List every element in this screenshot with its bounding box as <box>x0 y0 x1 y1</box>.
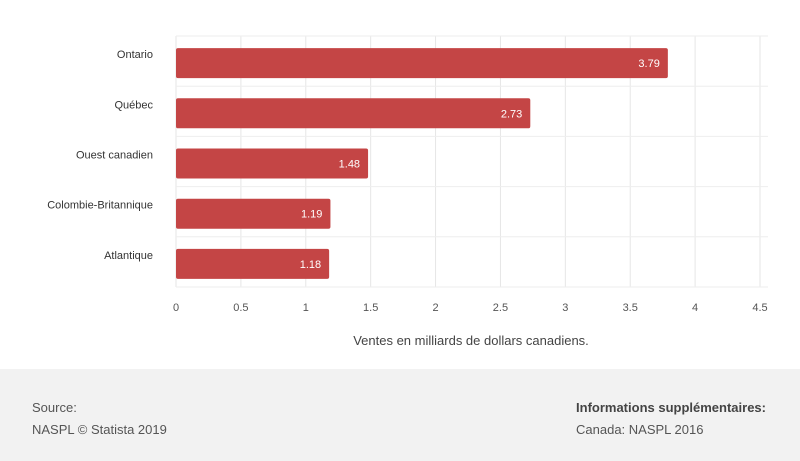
x-axis-ticks: 0 0.5 1 1.5 2 2.5 3 3.5 4 4.5 <box>173 302 768 314</box>
source-value[interactable]: NASPL © Statista 2019 <box>32 422 167 437</box>
x-tick-label: 2.5 <box>493 302 508 314</box>
bar-value-label: 1.19 <box>301 209 322 221</box>
x-tick-label: 0 <box>173 302 179 314</box>
x-tick-label: 3.5 <box>623 302 638 314</box>
x-tick-label: 4 <box>692 302 698 314</box>
info-heading[interactable]: Informations supplémentaires: <box>576 400 766 415</box>
bar[interactable] <box>176 148 369 179</box>
bars: 3.79 2.73 1.48 1.19 1.18 <box>176 48 668 279</box>
bar[interactable] <box>176 98 531 129</box>
x-tick-label: 3 <box>562 302 568 314</box>
category-label: Atlantique <box>104 250 153 262</box>
bar[interactable] <box>176 248 330 279</box>
bar[interactable] <box>176 198 331 229</box>
category-label: Ouest canadien <box>76 150 153 162</box>
bar-value-label: 2.73 <box>501 108 522 120</box>
bar[interactable] <box>176 48 668 79</box>
info-value: Canada: NASPL 2016 <box>576 422 704 437</box>
x-tick-label: 2 <box>432 302 438 314</box>
category-labels: Ontario Québec Ouest canadien Colombie-Brit… <box>47 49 153 262</box>
bar-value-label: 1.18 <box>300 259 321 271</box>
x-axis-title: Ventes en milliards de dollars canadiens… <box>353 333 589 348</box>
footer-source: Source: NASPL © Statista 2019 <box>32 397 167 441</box>
x-tick-label: 1 <box>303 302 309 314</box>
bar-value-label: 3.79 <box>638 58 659 70</box>
footer: Source: NASPL © Statista 2019 Informatio… <box>0 369 800 461</box>
category-label: Colombie-Britannique <box>47 200 153 212</box>
category-label: Ontario <box>117 49 153 61</box>
bar-value-label: 1.48 <box>339 159 360 171</box>
x-tick-label: 0.5 <box>233 302 248 314</box>
bar-chart: 3.79 2.73 1.48 1.19 1.18 0 0.5 1 1.5 2 2.5 3 3.5 4 4.… <box>47 35 768 348</box>
x-tick-label: 4.5 <box>752 302 767 314</box>
chart-area: 3.79 2.73 1.48 1.19 1.18 0 0.5 1 1.5 2 2.5 3 3.5 4 4.… <box>47 35 768 348</box>
source-label: Source: <box>32 400 77 415</box>
footer-info: Informations supplémentaires: Canada: NA… <box>576 397 766 441</box>
category-label: Québec <box>114 99 153 111</box>
x-tick-label: 1.5 <box>363 302 378 314</box>
